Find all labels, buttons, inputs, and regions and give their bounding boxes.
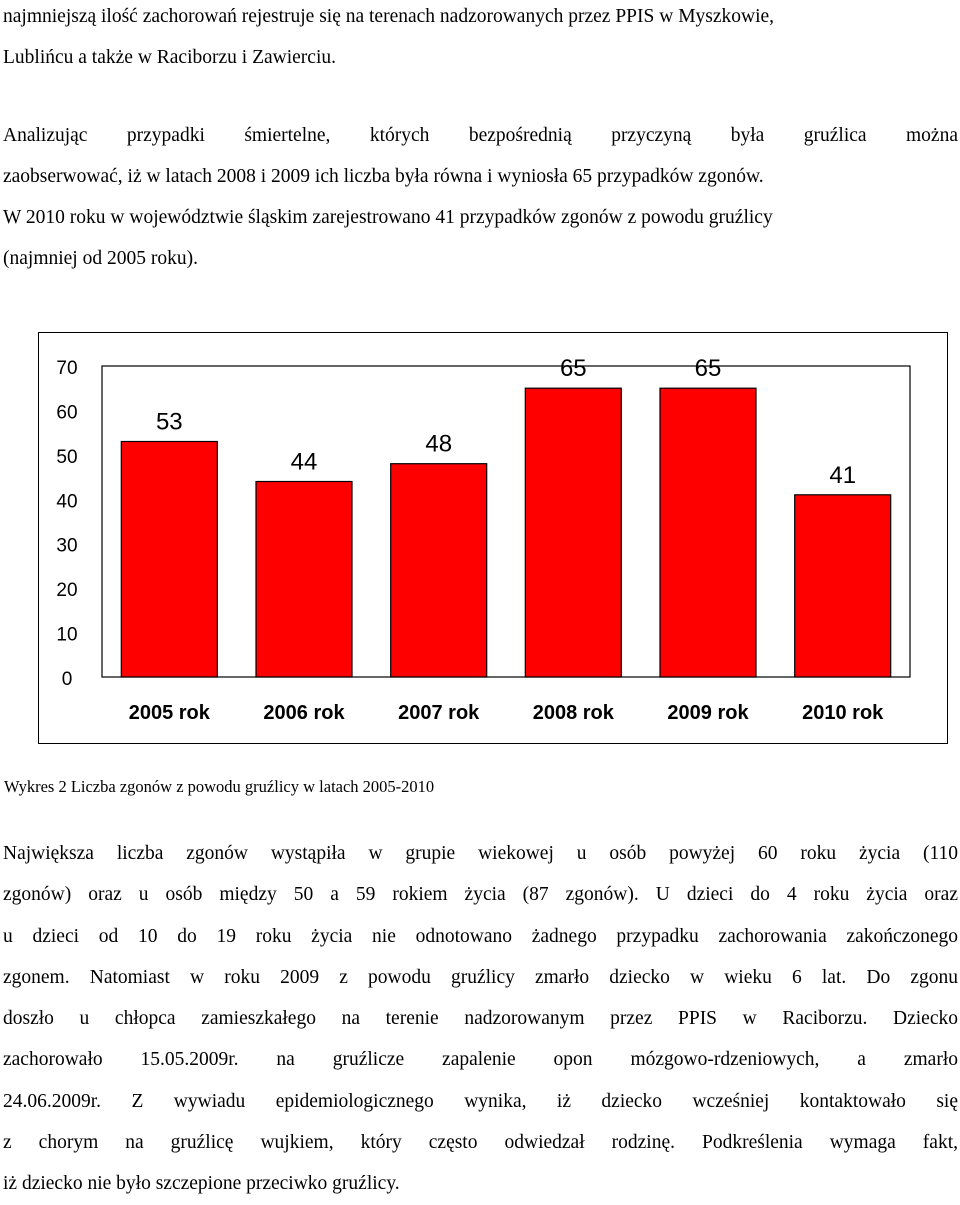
- intro-line: najmniejszą ilość zachorowań rejestruje …: [3, 6, 775, 27]
- bottom-line: z chorym na gruźlicę wujkiem, który częs…: [3, 1132, 958, 1154]
- bottom-line: iż dziecko nie było szczepione przeciwko…: [3, 1173, 400, 1195]
- y-tick-label: 60: [56, 402, 77, 423]
- analysis-line: W 2010 roku w województwie śląskim zarej…: [3, 207, 773, 228]
- bar-value-label: 53: [156, 409, 183, 436]
- intro-paragraph: najmniejszą ilość zachorowań rejestruje …: [3, 0, 958, 78]
- bottom-line: doszło u chłopca zamieszkałego na tereni…: [3, 1008, 958, 1030]
- y-tick-label: 40: [56, 491, 77, 512]
- intro-line: Lublińcu a także w Raciborzu i Zawierciu…: [3, 47, 336, 68]
- bar: [794, 494, 892, 678]
- y-tick-label: 70: [56, 358, 77, 379]
- bottom-line: zgonów) oraz u osób między 50 a 59 rokie…: [3, 884, 958, 906]
- x-category-label: 2010 rok: [802, 702, 884, 724]
- bottom-line: zachorowało 15.05.2009r. na gruźlicze za…: [3, 1049, 958, 1071]
- bar-value-label: 41: [829, 462, 856, 489]
- x-category-label: 2005 rok: [129, 702, 211, 724]
- bottom-line: zgonem. Natomiast w roku 2009 z powodu g…: [3, 966, 958, 988]
- y-tick-label: 30: [56, 536, 77, 557]
- bar: [659, 387, 757, 678]
- bar: [390, 463, 488, 678]
- bottom-line: u dzieci od 10 do 19 roku życia nie odno…: [3, 925, 958, 947]
- bottom-paragraph: Największa liczba zgonów wystąpiła w gru…: [3, 833, 958, 1205]
- bar-value-label: 44: [291, 449, 318, 476]
- chart-caption: Wykres 2 Liczba zgonów z powodu gruźlicy…: [4, 777, 435, 796]
- bar: [524, 387, 622, 678]
- x-category-label: 2008 rok: [533, 702, 615, 724]
- bar: [120, 440, 218, 678]
- bottom-line: Największa liczba zgonów wystąpiła w gru…: [3, 843, 958, 864]
- x-category-label: 2009 rok: [667, 702, 749, 724]
- analysis-paragraph: Analizując przypadki śmiertelne, których…: [3, 115, 958, 279]
- y-tick-label: 50: [56, 447, 77, 468]
- bar-value-label: 48: [425, 431, 452, 458]
- y-tick-label: 20: [56, 580, 77, 601]
- y-tick-label: 10: [56, 625, 77, 646]
- y-tick-label: 0: [62, 669, 73, 690]
- bar-value-label: 65: [695, 355, 722, 382]
- x-category-label: 2006 rok: [263, 702, 345, 724]
- bottom-line: 24.06.2009r. Z wywiadu epidemiologiczneg…: [3, 1090, 958, 1112]
- analysis-line: (najmniej od 2005 roku).: [3, 248, 198, 269]
- bar: [255, 480, 353, 678]
- x-category-label: 2007 rok: [398, 702, 480, 724]
- analysis-line: zaobserwować, iż w latach 2008 i 2009 ic…: [3, 166, 764, 187]
- chart-frame: [38, 332, 948, 744]
- bar-value-label: 65: [560, 355, 587, 382]
- plot-area-border: [101, 365, 911, 678]
- bar-chart: 0 10 20 30 40 50 60 70 53 2005 rok 44 2006 rok 48 200…: [56, 355, 911, 724]
- analysis-line: Analizując przypadki śmiertelne, których…: [3, 125, 958, 146]
